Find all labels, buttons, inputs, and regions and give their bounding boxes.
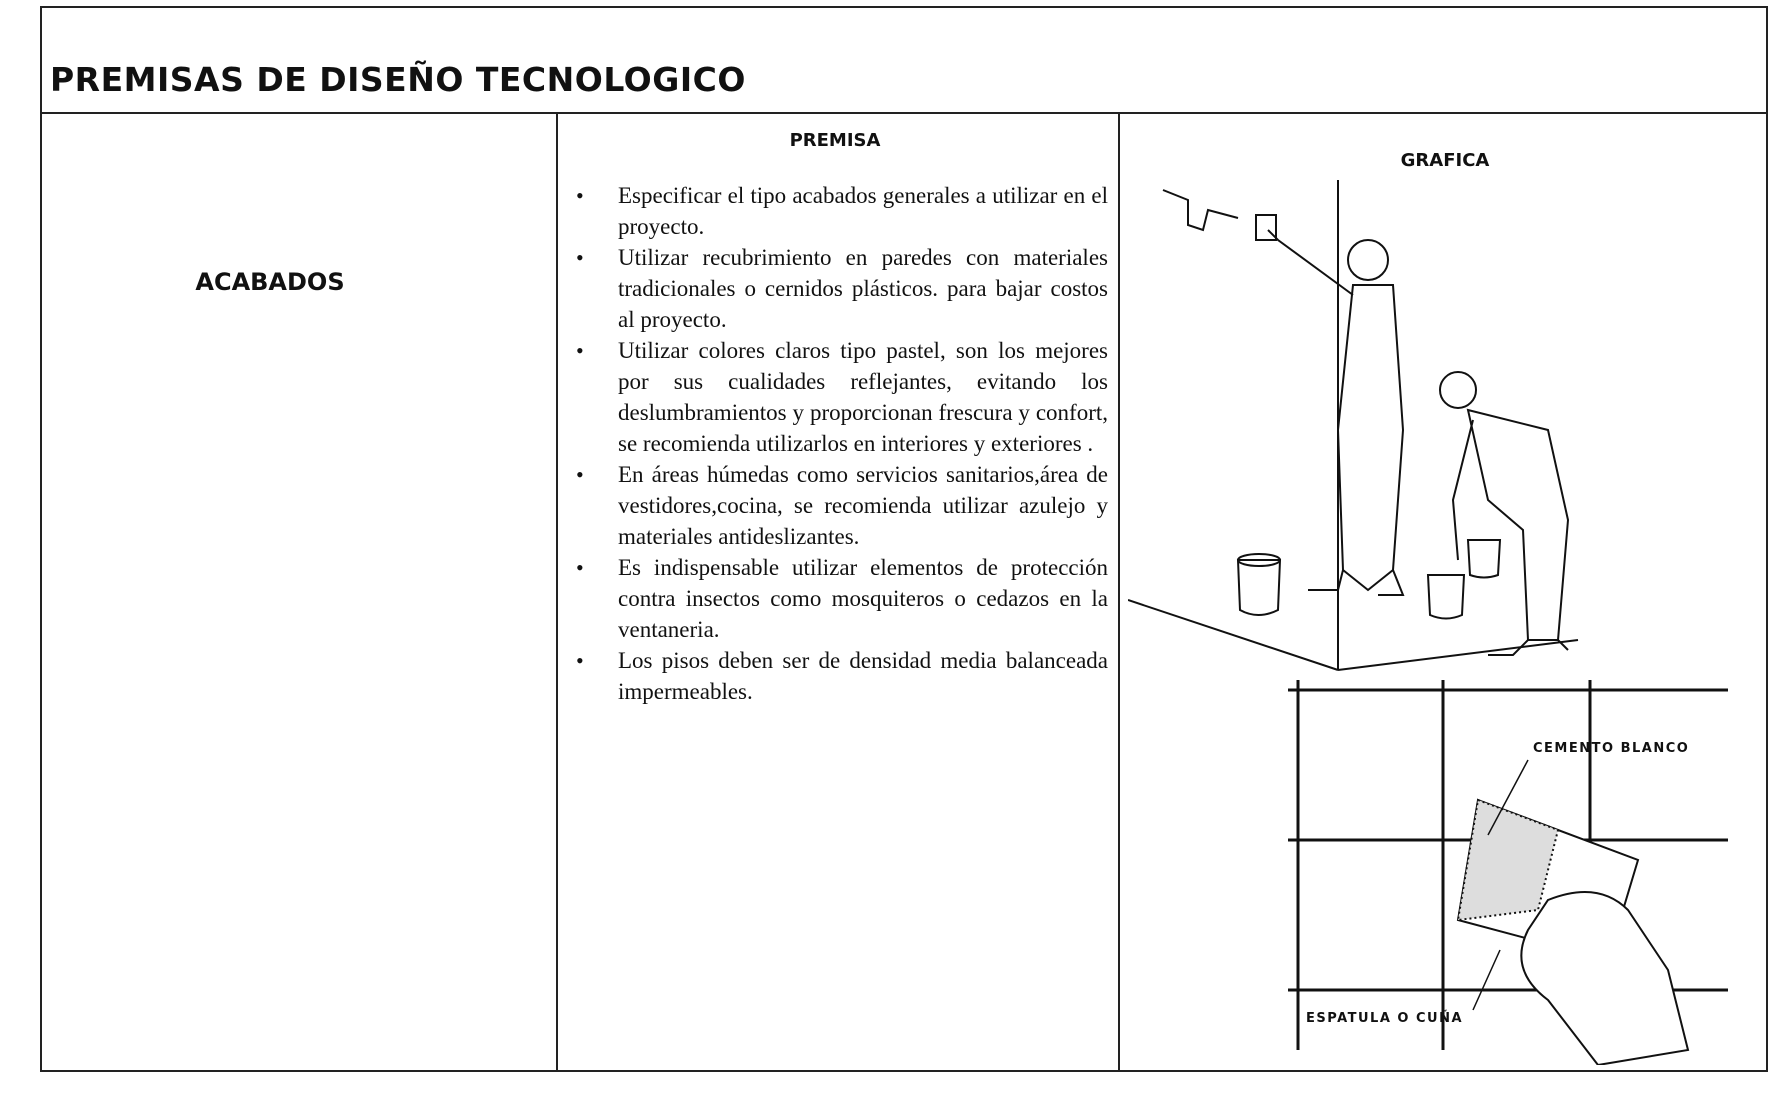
- figure-feet: [1308, 569, 1405, 596]
- floor-line: [1337, 639, 1579, 671]
- row-label: ACABADOS: [195, 268, 345, 296]
- illustration: CEMENTO BLANCO ESPATULA O CUÑA: [1128, 180, 1728, 1065]
- premise-item: Utilizar colores claros tipo pastel, son…: [568, 335, 1108, 459]
- premise-item: Especificar el tipo acabados generales a…: [568, 180, 1108, 242]
- figure-label: ESPATULA O CUÑA: [1306, 1010, 1463, 1026]
- premise-item: En áreas húmedas como servicios sanitari…: [568, 459, 1108, 552]
- figure-arm: [1267, 229, 1354, 296]
- table-frame: [40, 6, 1768, 1072]
- figure-body: [1336, 284, 1405, 592]
- bucket: [1236, 559, 1282, 616]
- brush: [1255, 214, 1277, 241]
- leader-line: [1472, 949, 1501, 1011]
- premise-list: Especificar el tipo acabados generales a…: [568, 180, 1108, 707]
- figure-label: CEMENTO BLANCO: [1533, 741, 1689, 756]
- column-divider: [556, 112, 558, 1072]
- column-divider: [1118, 112, 1120, 1072]
- figure-head: [1347, 239, 1389, 281]
- premise-item: Utilizar recubrimiento en paredes con ma…: [568, 242, 1108, 335]
- figure-head: [1439, 371, 1477, 409]
- cement: [1456, 798, 1560, 922]
- column-header: GRAFICA: [1400, 150, 1490, 171]
- column-header: PREMISA: [789, 130, 881, 151]
- premise-item: Los pisos deben ser de densidad media ba…: [568, 645, 1108, 707]
- figure-body: [1466, 408, 1570, 641]
- wall-edge: [1162, 189, 1239, 232]
- bucket-rim: [1237, 553, 1281, 567]
- row-divider: [40, 112, 1768, 114]
- page-title: PREMISAS DE DISEÑO TECNOLOGICO: [50, 60, 746, 99]
- bucket: [1426, 574, 1466, 620]
- leader-line: [1487, 759, 1529, 836]
- bucket: [1466, 539, 1502, 579]
- floor-line: [1128, 599, 1339, 671]
- figure-arm: [1451, 419, 1474, 561]
- figure-feet: [1488, 639, 1569, 656]
- premise-item: Es indispensable utilizar elementos de p…: [568, 552, 1108, 645]
- hand: [1520, 891, 1690, 1065]
